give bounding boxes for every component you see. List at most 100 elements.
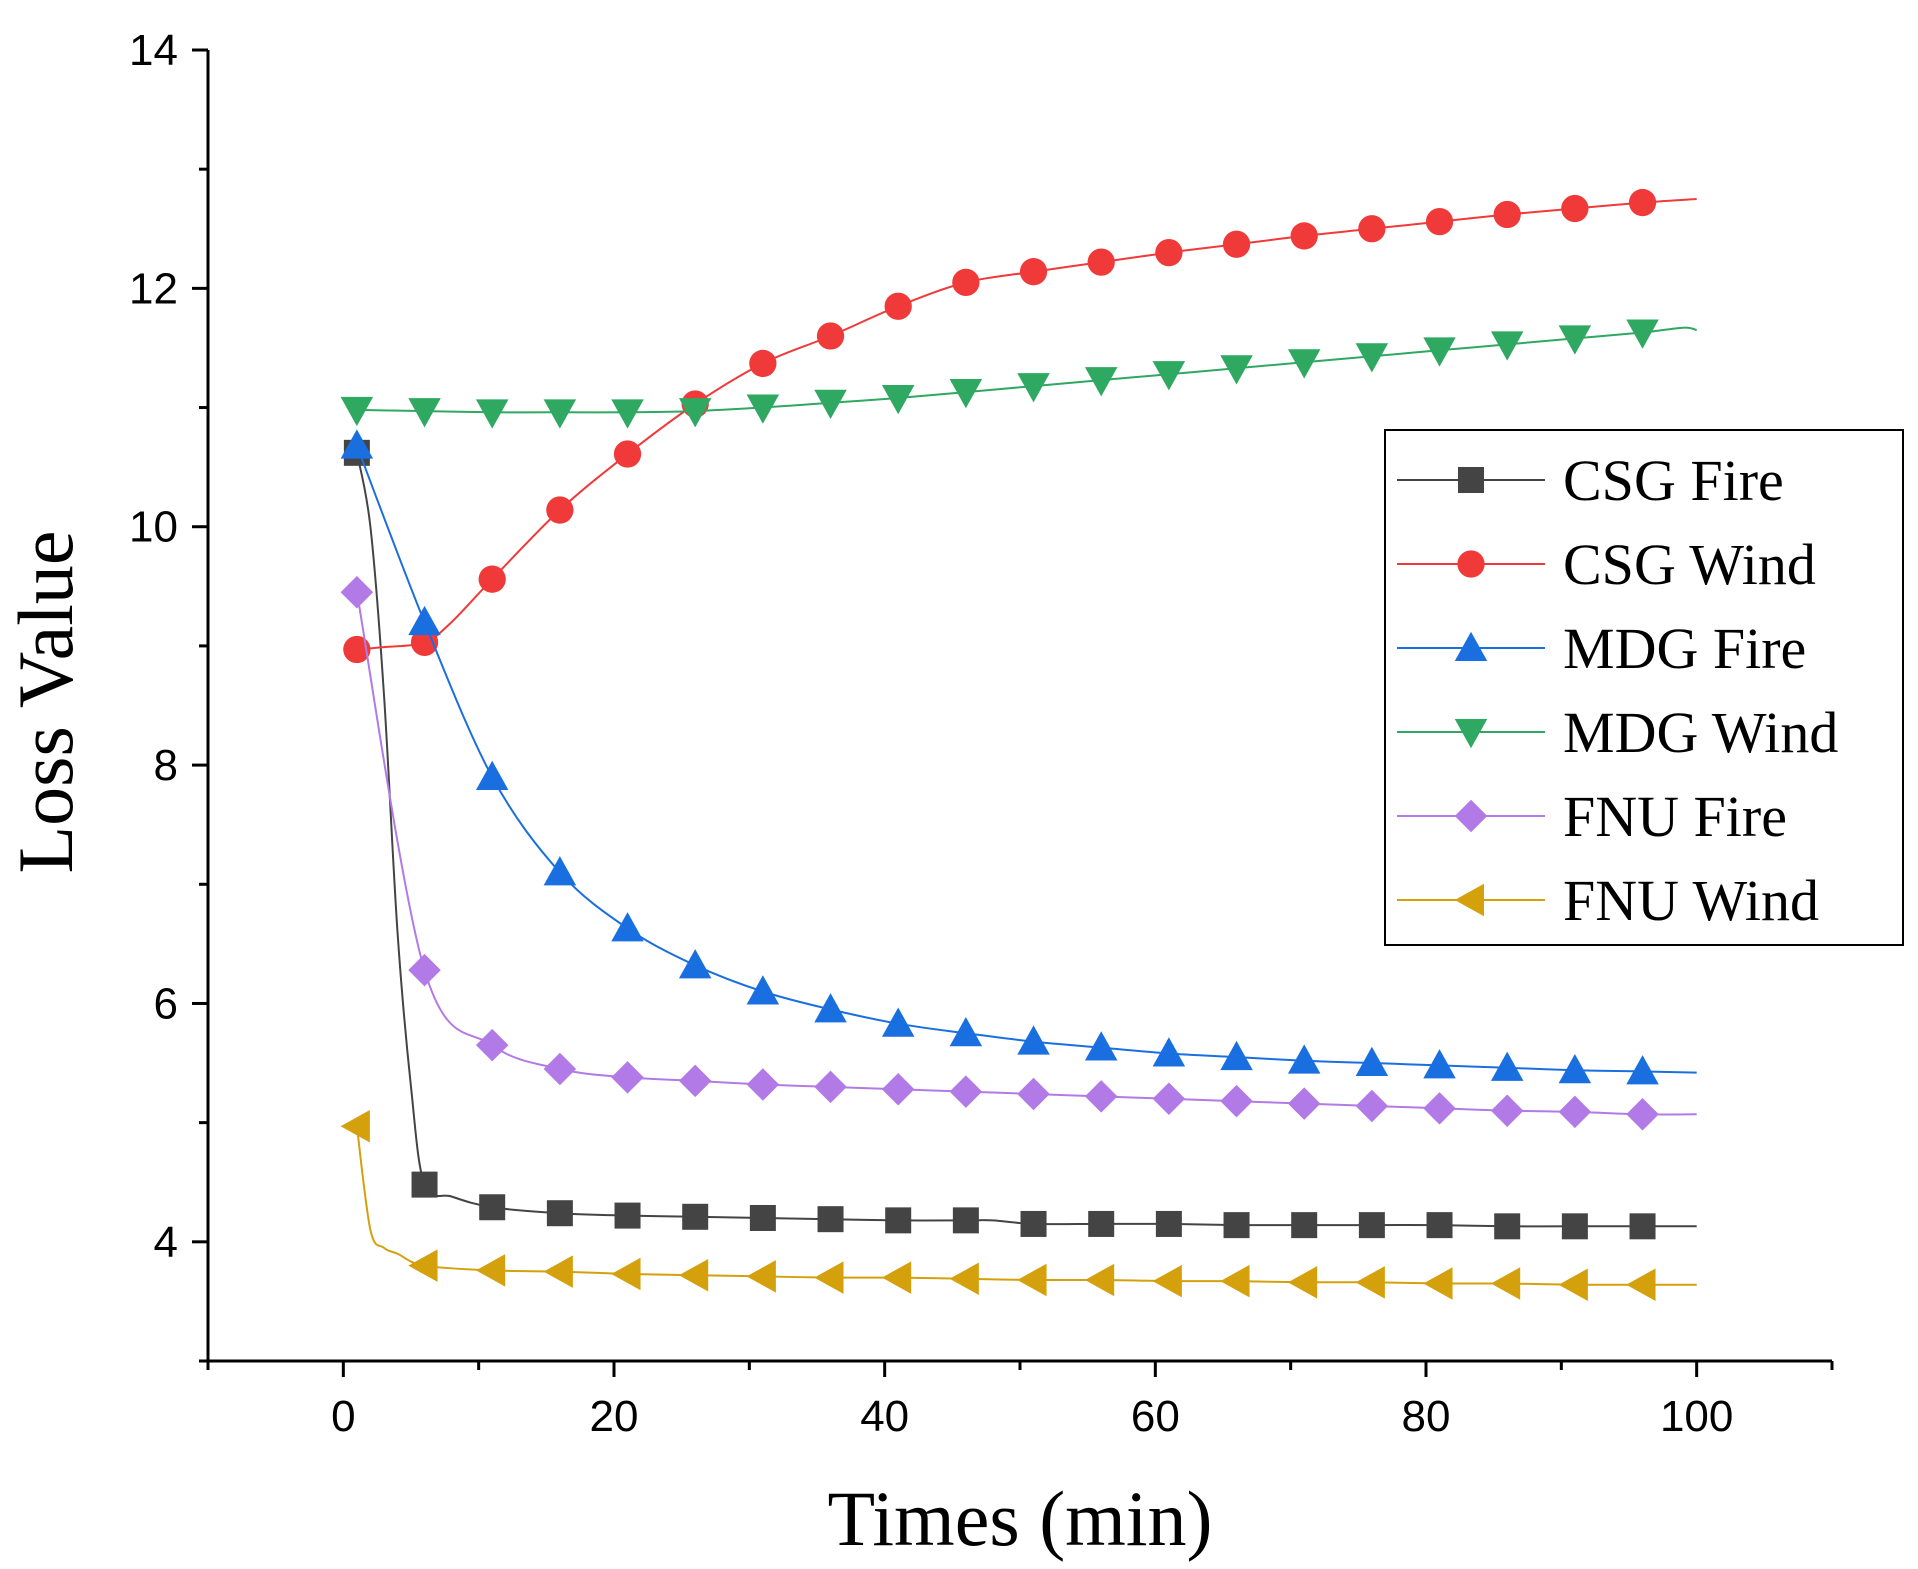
legend-marker (1457, 550, 1485, 578)
data-point (746, 1260, 776, 1293)
y-tick-label: 12 (129, 264, 178, 313)
data-point (814, 1070, 847, 1104)
legend-item: MDG Wind (1397, 700, 1838, 765)
legend-marker (1454, 631, 1488, 661)
series-line (355, 445, 1697, 1074)
series-csg-fire (343, 439, 1697, 1240)
data-point (1152, 1264, 1182, 1298)
data-point (884, 292, 912, 320)
data-point (1291, 1212, 1318, 1239)
data-point (678, 949, 712, 979)
y-tick-label: 4 (154, 1218, 178, 1267)
legend: CSG Fire CSG Wind MDG Fire MDG Wind FNU Fire… (1384, 429, 1904, 946)
data-point (475, 1254, 506, 1287)
data-point (340, 1109, 370, 1143)
legend-label: FNU Fire (1563, 784, 1787, 849)
data-point (1287, 1266, 1318, 1299)
data-point (1220, 1084, 1253, 1118)
data-point (546, 496, 574, 524)
data-point (952, 268, 980, 297)
data-point (1490, 1267, 1521, 1300)
data-point (1287, 349, 1321, 379)
data-point (1561, 1213, 1588, 1240)
legend-label: CSG Fire (1563, 448, 1784, 513)
data-point (1088, 1210, 1115, 1237)
data-point (1558, 1268, 1588, 1301)
data-point (343, 635, 371, 664)
data-point (1493, 200, 1521, 229)
data-point (408, 1249, 438, 1282)
data-point (1222, 230, 1251, 258)
data-point (611, 1061, 644, 1094)
data-point (749, 349, 777, 378)
data-point (746, 394, 780, 424)
data-point (1626, 1055, 1659, 1085)
data-point (475, 399, 509, 429)
series-mdg-wind (340, 319, 1697, 429)
data-point (479, 1194, 506, 1221)
data-point (1626, 1268, 1656, 1301)
x-tick-label: 20 (590, 1392, 639, 1441)
legend-item: FNU Fire (1397, 784, 1787, 849)
data-point (546, 1200, 573, 1227)
data-point (543, 856, 577, 886)
data-point (411, 1171, 438, 1198)
legend-marker (1454, 799, 1488, 833)
series-mdg-fire (340, 429, 1697, 1085)
data-point (1628, 188, 1657, 217)
data-point (1358, 215, 1386, 243)
data-point (949, 1075, 983, 1108)
data-point (1558, 325, 1592, 355)
data-point (1426, 1212, 1453, 1239)
data-point (1423, 1267, 1453, 1300)
data-point (475, 1028, 509, 1062)
legend-marker (1458, 467, 1484, 493)
data-point (1626, 319, 1659, 349)
data-point (1490, 331, 1524, 361)
legend-label: MDG Wind (1563, 700, 1838, 765)
series-line (355, 592, 1697, 1116)
y-tick-label: 14 (129, 26, 178, 75)
series-fnu-fire (340, 576, 1697, 1131)
data-point (1152, 1082, 1186, 1116)
data-point (1019, 258, 1048, 286)
data-point (678, 398, 712, 428)
x-tick-label: 40 (860, 1392, 909, 1441)
data-point (949, 1017, 983, 1047)
data-point (613, 440, 642, 468)
data-point (949, 1262, 979, 1296)
data-point (1629, 1213, 1656, 1240)
x-tick-label: 0 (331, 1392, 355, 1441)
data-point (1287, 1044, 1321, 1074)
legend-label: CSG Wind (1563, 532, 1816, 597)
data-point (1084, 1263, 1115, 1297)
data-point (682, 1203, 709, 1230)
data-point (1423, 337, 1456, 367)
data-point (1220, 1040, 1253, 1071)
data-point (1561, 194, 1589, 223)
data-point (1358, 1212, 1385, 1239)
legend-box (1384, 429, 1904, 946)
data-point (1355, 343, 1389, 373)
y-tick-label: 10 (129, 503, 178, 552)
data-point (1084, 367, 1118, 397)
data-point (408, 605, 441, 636)
data-point (1355, 1266, 1385, 1299)
data-point (1017, 373, 1050, 403)
data-point (881, 1007, 915, 1037)
axes: 0 20 40 60 80 100 4 6 8 10 12 14 (129, 26, 1834, 1441)
data-point (814, 1261, 844, 1294)
data-point (885, 1207, 912, 1234)
data-point (817, 1206, 844, 1233)
data-point (1220, 355, 1253, 385)
x-tick-label: 80 (1402, 1392, 1451, 1441)
data-point (1290, 222, 1318, 250)
data-point (1558, 1095, 1592, 1129)
data-point (1152, 1037, 1186, 1067)
data-point (1626, 1098, 1659, 1131)
y-tick-label: 8 (154, 741, 178, 790)
data-point (1155, 1210, 1182, 1237)
legend-marker (1454, 883, 1484, 917)
data-point (746, 975, 780, 1005)
